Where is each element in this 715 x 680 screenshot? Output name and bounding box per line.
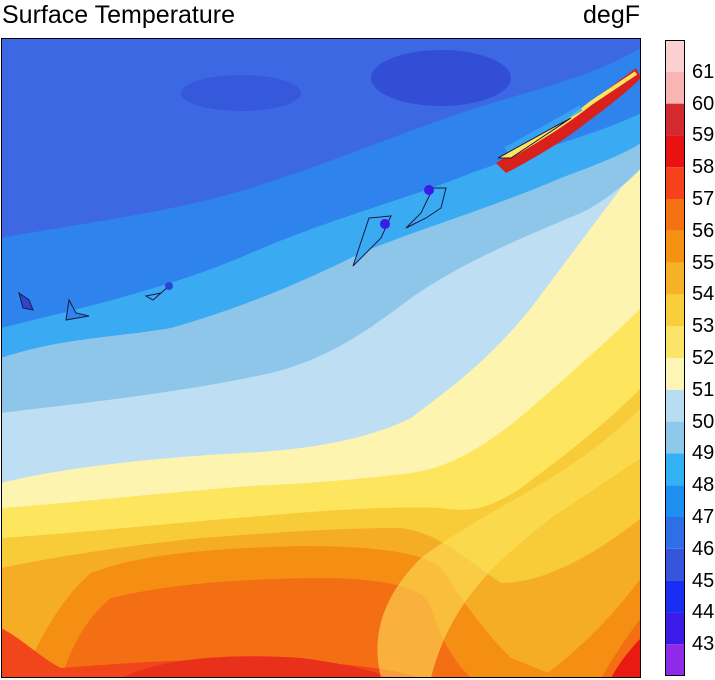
band-57 (61, 578, 471, 678)
island-5 (405, 187, 447, 229)
colorbar-swatch (665, 389, 685, 422)
northwest-cold-patch (181, 75, 301, 111)
colorbar-swatch (665, 294, 685, 327)
colorbar-tick-label: 46 (692, 537, 715, 560)
colorbar-swatch (665, 453, 685, 486)
cold-patch-ridge (504, 105, 583, 153)
colorbar-swatch (665, 71, 685, 104)
colorbar-tick-label: 43 (692, 633, 715, 656)
colorbar-tick-label: 58 (692, 156, 715, 179)
colorbar-swatch (665, 167, 685, 199)
colorbar-swatch (665, 358, 685, 390)
island-cold-spot-2 (424, 185, 434, 195)
colorbar-swatch (665, 199, 685, 231)
colorbar-tick-label: 55 (692, 251, 715, 274)
colorbar-swatch (665, 644, 685, 676)
band-49-east-tongue (377, 408, 641, 678)
colorbar-tick-label: 47 (692, 506, 715, 528)
band-56-east (541, 578, 641, 678)
colorbar-swatch (665, 135, 685, 168)
colorbar-tick-label: 57 (692, 188, 715, 210)
island-6 (497, 117, 572, 159)
island-cold-spot-1 (380, 219, 390, 229)
colorbar-tick-label: 50 (692, 410, 715, 433)
colorbar-tick-label: 61 (692, 60, 715, 83)
colorbar-tick-label: 45 (692, 569, 715, 592)
island-cold-spot-3 (165, 282, 173, 290)
north-cold-patch (371, 50, 511, 106)
map-title: Surface Temperature (2, 1, 235, 29)
colorbar-swatch (665, 612, 685, 645)
colorbar-tick-label: 48 (692, 474, 715, 497)
colorbar-tick-label: 54 (692, 283, 715, 306)
island-4 (352, 215, 392, 267)
colorbar-swatch (665, 40, 685, 72)
map-border (1, 38, 641, 678)
band-59 (611, 638, 641, 678)
colorbar-tick-label: 51 (692, 378, 715, 401)
colorbar-tick-label: 53 (692, 315, 715, 338)
colorbar-tick-label: 52 (692, 347, 715, 369)
colorbar-tick-label: 59 (692, 124, 715, 147)
colorbar-tick-label: 44 (692, 601, 715, 624)
band-58-south (121, 656, 391, 678)
island-1 (18, 291, 34, 311)
colorbar-swatch (665, 580, 685, 613)
colorbar-swatch (665, 485, 685, 517)
colorbar-swatch (665, 548, 685, 581)
temperature-map (1, 38, 641, 678)
colorbar-tick-label: 60 (692, 92, 715, 115)
colorbar (665, 40, 685, 676)
colorbar-border (665, 40, 685, 676)
colorbar-swatch (665, 262, 685, 295)
colorbar-swatch (665, 326, 685, 358)
units-label: degF (583, 1, 640, 29)
colorbar-tick-label: 56 (692, 219, 715, 242)
colorbar-tick-label: 49 (692, 442, 715, 465)
colorbar-swatch (665, 230, 685, 263)
colorbar-swatch (665, 103, 685, 136)
colorbar-swatch (665, 421, 685, 454)
island-2 (65, 298, 90, 321)
colorbar-swatch (665, 517, 685, 549)
